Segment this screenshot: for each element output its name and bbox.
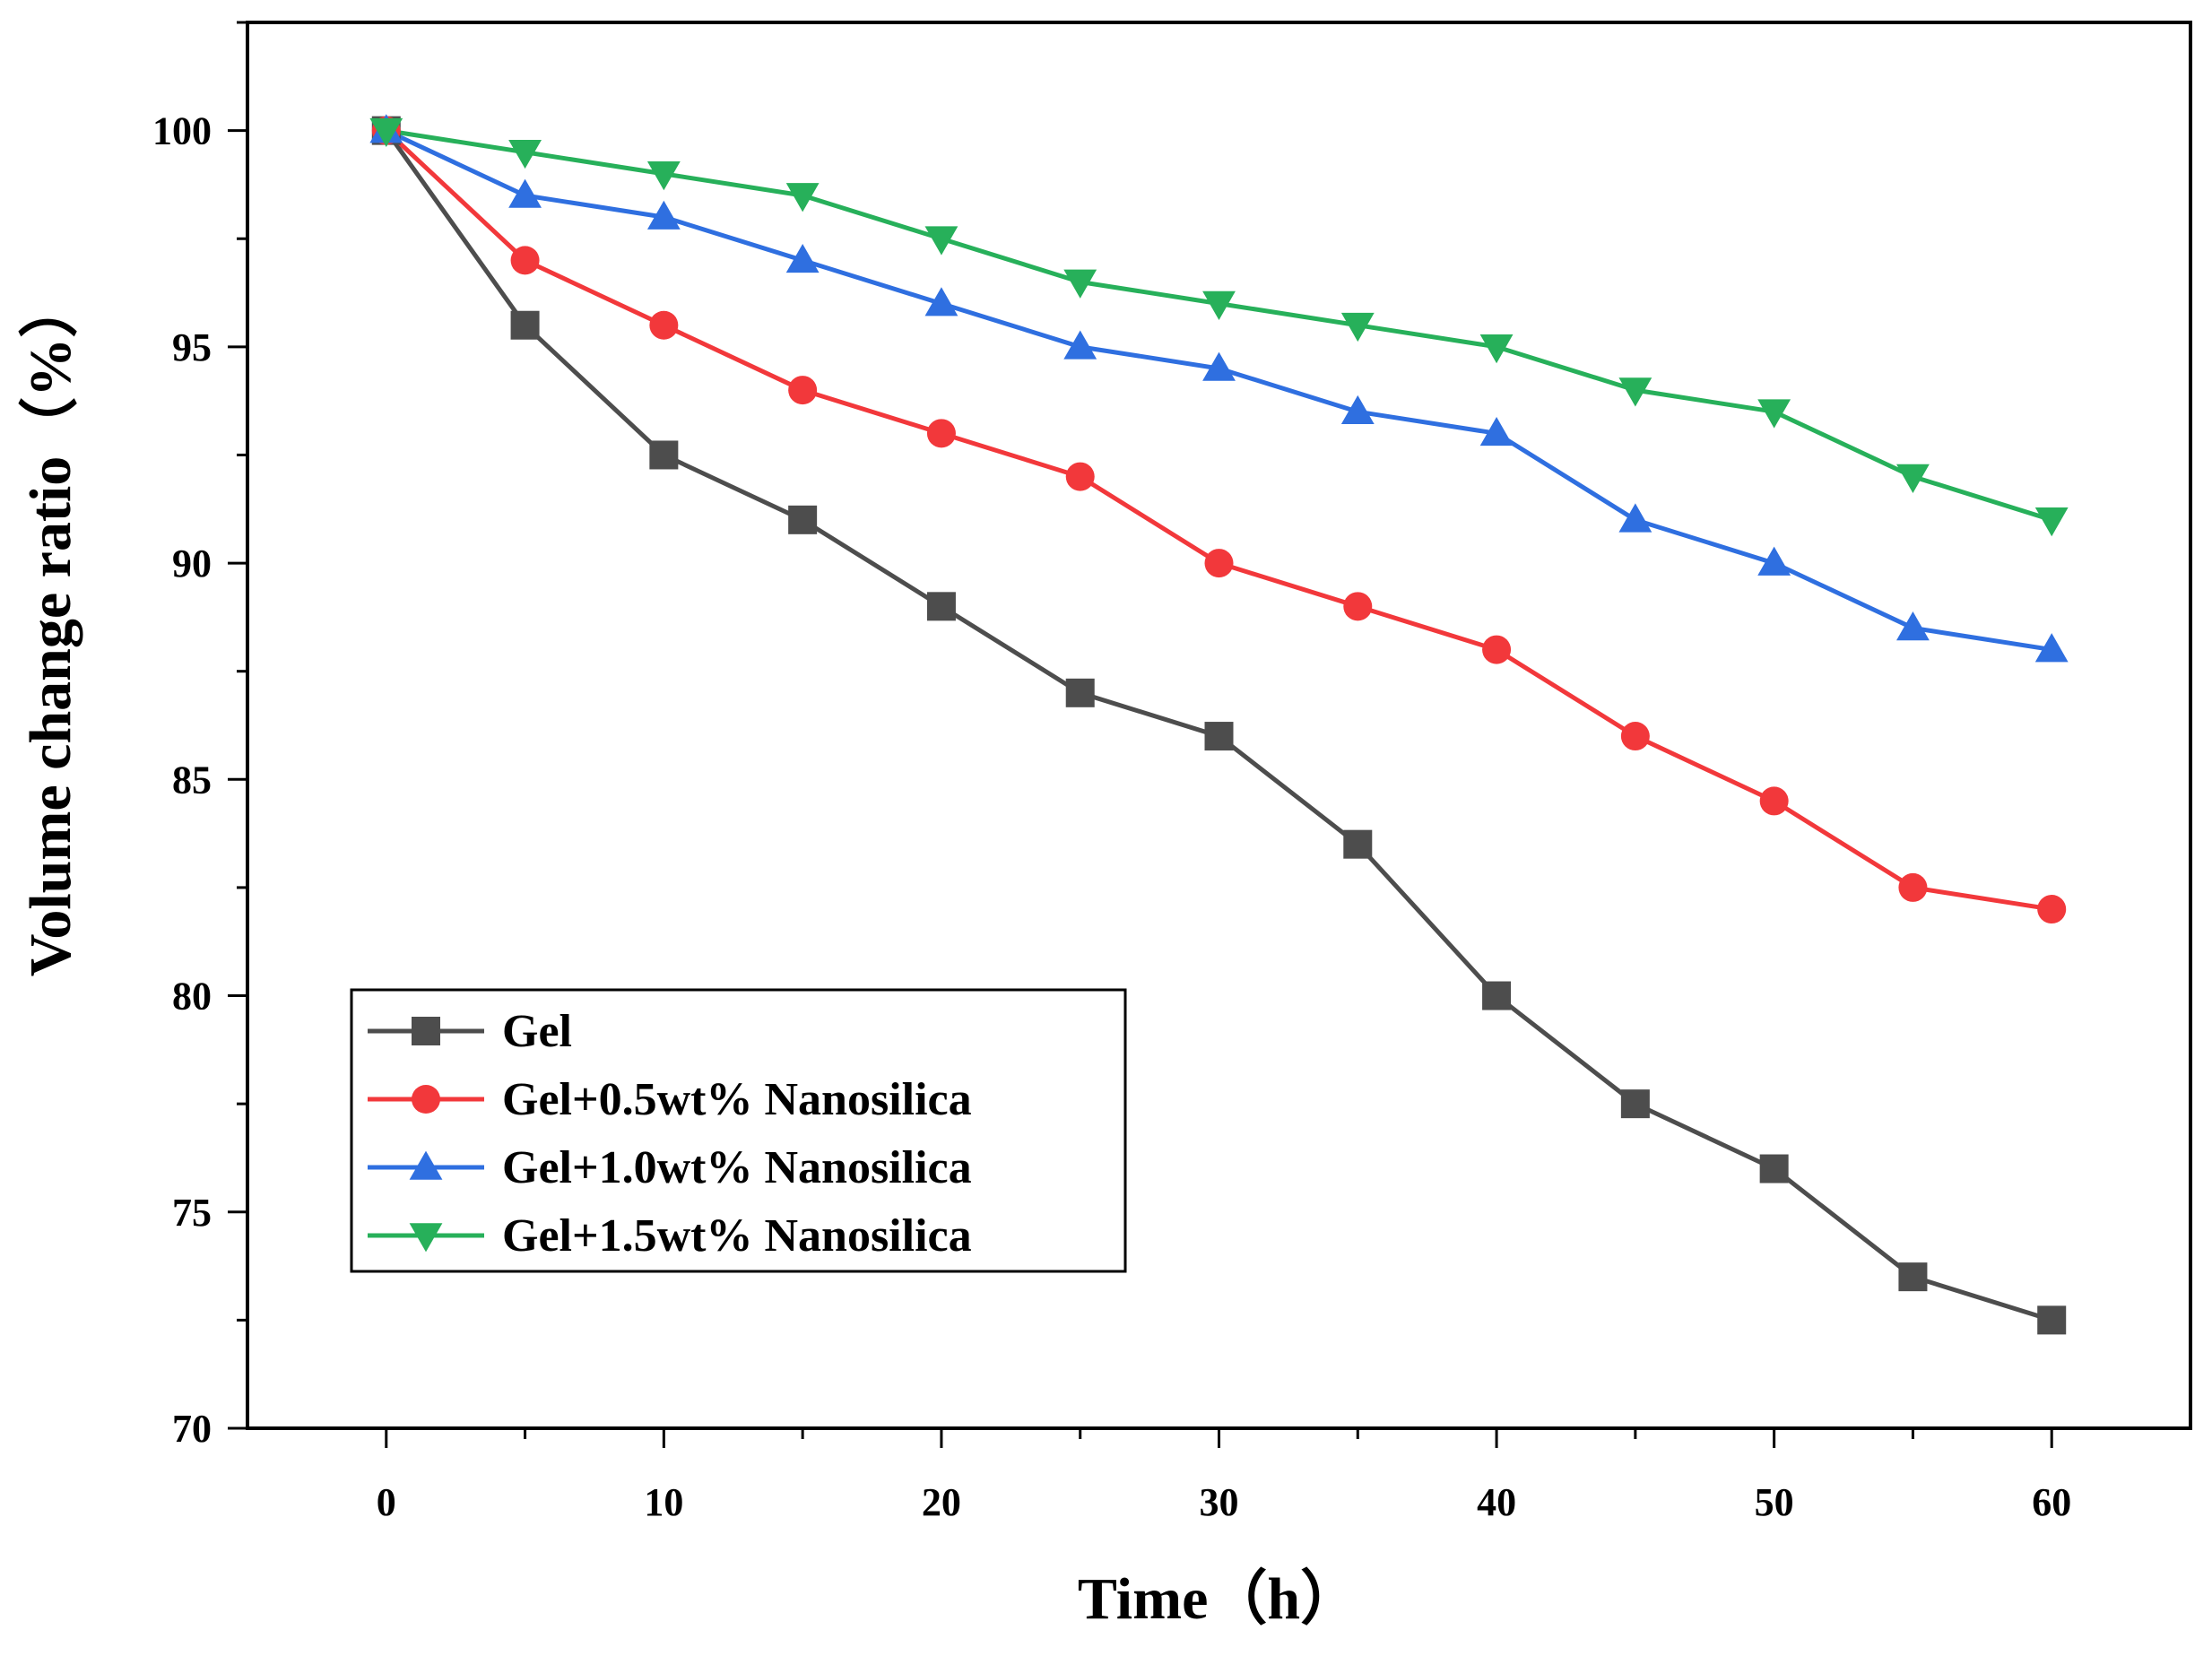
x-tick-label: 20 bbox=[922, 1480, 961, 1524]
data-point bbox=[2034, 633, 2069, 663]
x-axis-title: Time（h） bbox=[1078, 1565, 1359, 1632]
data-point bbox=[409, 1150, 443, 1180]
data-point bbox=[785, 243, 820, 273]
data-point bbox=[1343, 592, 1373, 621]
data-point bbox=[2034, 507, 2069, 537]
data-point bbox=[1482, 981, 1512, 1010]
y-tick-label: 85 bbox=[172, 758, 212, 802]
legend: Gel Gel+0.5wt% Nanosilica Gel+1.0wt% Nanos… bbox=[350, 988, 1127, 1273]
series-line bbox=[386, 128, 2052, 523]
data-point bbox=[926, 419, 956, 448]
data-point bbox=[409, 1223, 443, 1253]
data-point bbox=[1620, 1089, 1650, 1119]
data-point bbox=[1896, 464, 1930, 493]
data-point bbox=[1479, 334, 1514, 364]
data-point bbox=[1898, 872, 1928, 902]
data-point bbox=[2037, 895, 2067, 924]
data-point bbox=[369, 117, 403, 148]
data-point bbox=[2037, 1305, 2067, 1335]
series-line bbox=[385, 128, 2052, 912]
data-point bbox=[649, 310, 679, 340]
data-point bbox=[1063, 269, 1097, 299]
data-point bbox=[1065, 462, 1095, 491]
y-tick-label: 75 bbox=[172, 1191, 212, 1235]
x-tick-label: 30 bbox=[1200, 1480, 1239, 1524]
data-point bbox=[1896, 611, 1930, 641]
data-point bbox=[649, 440, 679, 470]
data-point bbox=[1063, 330, 1097, 360]
legend-box bbox=[350, 988, 1127, 1273]
data-point bbox=[508, 178, 542, 208]
y-tick-label: 90 bbox=[172, 542, 212, 585]
data-point bbox=[1340, 312, 1375, 342]
legend-label: Gel+1.0wt% Nanosilica bbox=[502, 1142, 972, 1193]
x-tick-label: 60 bbox=[2032, 1480, 2071, 1524]
data-point bbox=[788, 505, 818, 534]
data-point bbox=[1759, 1154, 1789, 1183]
data-point bbox=[1482, 635, 1512, 664]
data-point bbox=[412, 1085, 440, 1114]
data-point bbox=[1479, 416, 1514, 447]
data-point bbox=[785, 183, 820, 212]
legend-label: Gel bbox=[502, 1006, 572, 1057]
data-point bbox=[510, 310, 540, 340]
data-point bbox=[508, 139, 542, 169]
data-point bbox=[510, 246, 540, 275]
x-tick-label: 50 bbox=[1755, 1480, 1794, 1524]
data-point bbox=[1343, 829, 1373, 859]
data-point bbox=[1340, 394, 1375, 425]
y-tick-label: 100 bbox=[152, 109, 212, 153]
data-point bbox=[924, 287, 959, 316]
data-point bbox=[646, 161, 681, 191]
data-point bbox=[924, 226, 959, 256]
data-point bbox=[1618, 377, 1652, 407]
x-tick-label: 10 bbox=[644, 1480, 683, 1524]
y-tick-label: 80 bbox=[172, 975, 212, 1019]
x-tick-label: 0 bbox=[377, 1480, 396, 1524]
data-point bbox=[646, 200, 681, 230]
data-point bbox=[1204, 549, 1234, 578]
y-tick-label: 70 bbox=[172, 1407, 212, 1451]
data-point bbox=[412, 1017, 440, 1045]
data-point bbox=[1204, 722, 1234, 751]
y-axis-title: Volume change ratio（%） bbox=[17, 279, 83, 977]
data-point bbox=[1759, 786, 1789, 816]
data-point bbox=[1202, 290, 1236, 320]
legend-label: Gel+1.5wt% Nanosilica bbox=[502, 1210, 972, 1262]
series-markers bbox=[369, 114, 2069, 1335]
data-point bbox=[1620, 722, 1650, 751]
y-tick-label: 95 bbox=[172, 325, 212, 369]
data-point bbox=[1898, 1262, 1928, 1292]
axis-ticks: 0 10 20 30 40 50 60 70 75 80 85 90 95 100 bbox=[152, 21, 2071, 1524]
data-point bbox=[1757, 546, 1791, 576]
data-point bbox=[1757, 399, 1791, 429]
data-point bbox=[788, 376, 818, 405]
data-point bbox=[1202, 351, 1236, 381]
data-point bbox=[1065, 678, 1095, 707]
data-point bbox=[926, 592, 956, 621]
data-point bbox=[1618, 503, 1652, 533]
legend-label: Gel+0.5wt% Nanosilica bbox=[502, 1074, 972, 1125]
x-tick-label: 40 bbox=[1477, 1480, 1516, 1524]
